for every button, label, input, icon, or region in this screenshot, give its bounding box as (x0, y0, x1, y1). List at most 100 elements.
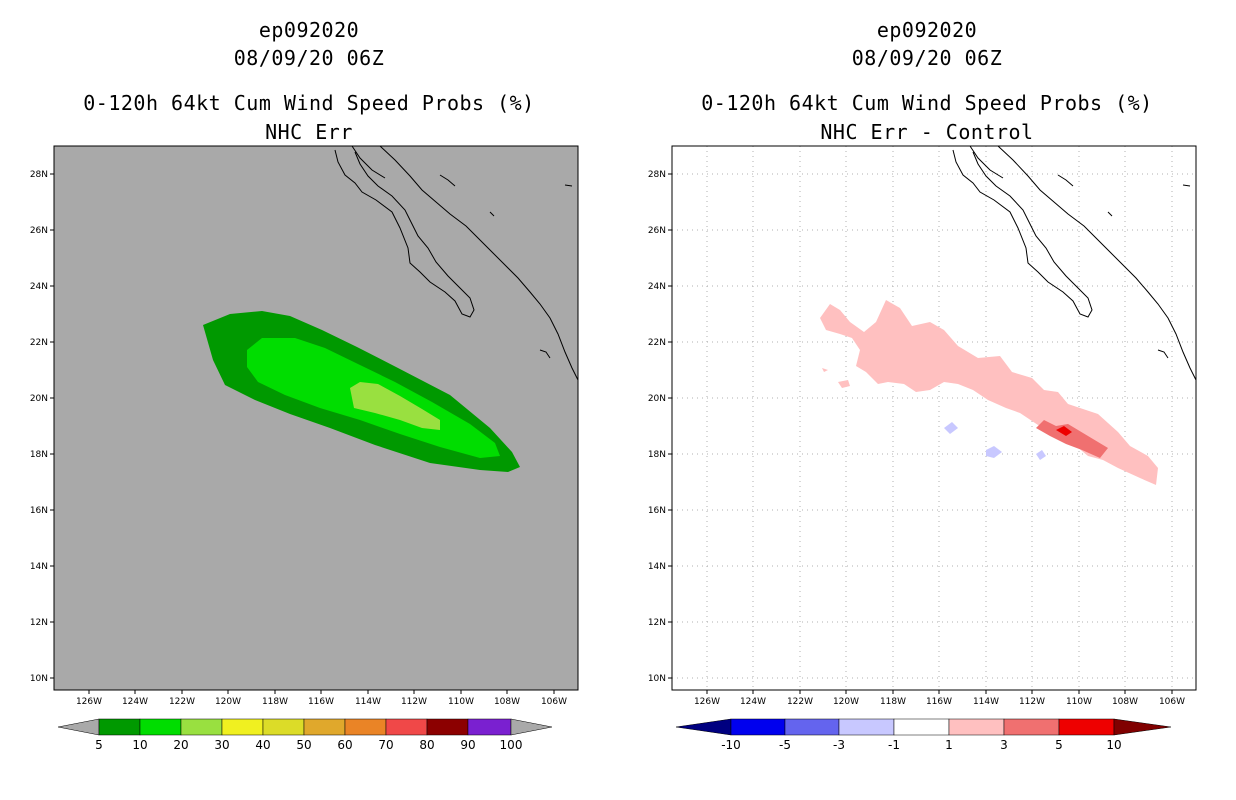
colorbar-bin (1003, 718, 1060, 736)
colorbar-bin (948, 718, 1005, 736)
map-background (672, 146, 1196, 690)
lat-axis: 28N 26N 24N 22N 20N 18N 16N 14N 12N 10N (30, 170, 54, 684)
lon-tick-label: 118W (262, 697, 288, 707)
storm-id-title: ep092020 (876, 18, 978, 42)
product-title: 0-120h 64kt Cum Wind Speed Probs (%) (83, 91, 535, 115)
lon-tick-label: 122W (787, 697, 813, 707)
colorbar-label: 30 (214, 738, 229, 752)
colorbar-bin (344, 718, 387, 736)
prob-contour-20-30 (350, 382, 440, 430)
lon-tick-label: 118W (880, 697, 906, 707)
subtitle: NHC Err (265, 120, 353, 144)
colorbar-label: -5 (779, 738, 791, 752)
colorbar-under-arrow (57, 718, 100, 736)
colorbar-bin (730, 718, 786, 736)
lon-tick-label: 110W (448, 697, 474, 707)
colorbar-bin (1058, 718, 1115, 736)
colorbar-label: -10 (721, 738, 741, 752)
colorbar-label: 3 (1000, 738, 1008, 752)
colorbar-bin (262, 718, 305, 736)
lat-tick-label: 14N (30, 562, 48, 572)
right-panel: ep092020 08/09/20 06Z 0-120h 64kt Cum Wi… (618, 0, 1236, 800)
lat-tick-label: 26N (30, 226, 48, 236)
diff-contour-5-10 (1056, 426, 1072, 436)
colorbar-label: 40 (255, 738, 270, 752)
colorbar-bin (98, 718, 141, 736)
lat-tick-label: 20N (30, 394, 48, 404)
lon-tick-label: 108W (1112, 697, 1138, 707)
colorbar-bin (221, 718, 264, 736)
difference-colorbar: -10 -5 -3 -1 1 3 5 10 (675, 718, 1172, 752)
colorbar-over-arrow (1113, 718, 1172, 736)
lat-tick-label: 28N (648, 170, 666, 180)
colorbar-label: 5 (1055, 738, 1063, 752)
lon-axis: 126W 124W 122W 120W 118W 116W 114W 112W … (76, 690, 567, 707)
colorbar-label: 80 (419, 738, 434, 752)
lat-tick-label: 14N (648, 562, 666, 572)
colorbar-bin (893, 718, 950, 736)
lat-tick-label: 22N (648, 338, 666, 348)
colorbar-label: -3 (833, 738, 845, 752)
colorbar-bin (467, 718, 512, 736)
colorbar-under-arrow (675, 718, 732, 736)
lat-axis: 28N 26N 24N 22N 20N 18N 16N 14N 12N 10N (648, 170, 672, 684)
colorbar-label: 5 (95, 738, 103, 752)
lon-tick-label: 126W (76, 697, 102, 707)
colorbar-label: 20 (173, 738, 188, 752)
lat-tick-label: 18N (648, 450, 666, 460)
lon-tick-label: 126W (694, 697, 720, 707)
lon-axis: 126W 124W 122W 120W 118W 116W 114W 112W … (694, 690, 1185, 707)
colorbar-label: 10 (132, 738, 147, 752)
coastline (334, 145, 579, 381)
lon-tick-label: 112W (1019, 697, 1045, 707)
lon-tick-label: 106W (541, 697, 567, 707)
lon-tick-label: 112W (401, 697, 427, 707)
colorbar-bin (784, 718, 840, 736)
lat-tick-label: 24N (30, 282, 48, 292)
lon-tick-label: 110W (1066, 697, 1092, 707)
lon-tick-label: 122W (169, 697, 195, 707)
subtitle: NHC Err - Control (820, 120, 1034, 144)
lon-tick-label: 106W (1159, 697, 1185, 707)
lat-tick-label: 16N (648, 506, 666, 516)
diff-contour-3-5 (1036, 420, 1108, 458)
lon-tick-label: 116W (926, 697, 952, 707)
probability-colorbar: 5 10 20 30 40 50 60 70 80 90 100 (57, 718, 553, 752)
colorbar-bin (838, 718, 895, 736)
lat-tick-label: 22N (30, 338, 48, 348)
colorbar-label: -1 (888, 738, 900, 752)
lat-tick-label: 12N (648, 618, 666, 628)
lon-tick-label: 114W (355, 697, 381, 707)
lat-tick-label: 20N (648, 394, 666, 404)
right-map-svg: 28N 26N 24N 22N 20N 18N 16N 14N 12N 10N … (648, 145, 1197, 752)
lon-tick-label: 120W (833, 697, 859, 707)
lat-tick-label: 16N (30, 506, 48, 516)
lon-tick-label: 114W (973, 697, 999, 707)
colorbar-label: 100 (500, 738, 523, 752)
lat-tick-label: 24N (648, 282, 666, 292)
lat-tick-label: 10N (648, 674, 666, 684)
colorbar-label: 60 (337, 738, 352, 752)
datetime-title: 08/09/20 06Z (233, 46, 385, 70)
lon-tick-label: 108W (494, 697, 520, 707)
coastline (952, 145, 1197, 381)
lat-tick-label: 10N (30, 674, 48, 684)
datetime-title: 08/09/20 06Z (851, 46, 1003, 70)
lon-tick-label: 120W (215, 697, 241, 707)
colorbar-over-arrow (510, 718, 553, 736)
gridlines (672, 146, 1196, 690)
colorbar-label: 50 (296, 738, 311, 752)
colorbar-bin (426, 718, 469, 736)
product-title: 0-120h 64kt Cum Wind Speed Probs (%) (701, 91, 1153, 115)
lat-tick-label: 28N (30, 170, 48, 180)
colorbar-label: 10 (1106, 738, 1121, 752)
lon-tick-label: 124W (740, 697, 766, 707)
colorbar-bin (139, 718, 182, 736)
left-panel: ep092020 08/09/20 06Z 0-120h 64kt Cum Wi… (30, 19, 579, 752)
colorbar-bin (385, 718, 428, 736)
colorbar-label: 90 (460, 738, 475, 752)
map-frame (53, 145, 579, 691)
lat-tick-label: 26N (648, 226, 666, 236)
colorbar-label: 70 (378, 738, 393, 752)
map-frame (671, 145, 1197, 691)
